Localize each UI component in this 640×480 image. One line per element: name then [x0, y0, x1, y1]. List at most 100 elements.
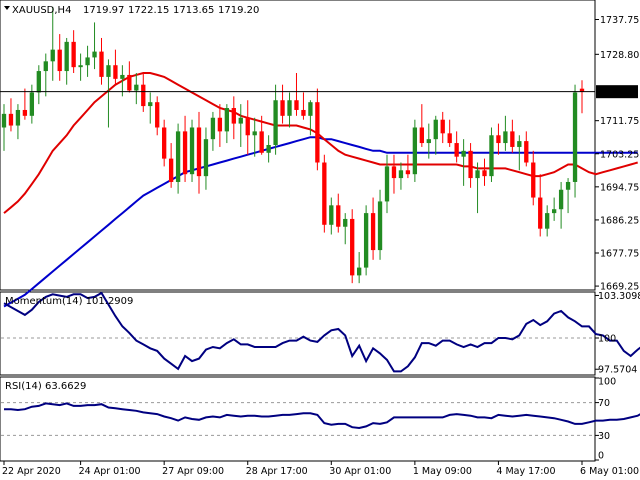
- candle-body: [15, 109, 21, 126]
- main-chart-frame: [0, 0, 596, 291]
- candle-body: [22, 109, 28, 116]
- price-tick-label: 1686.25: [600, 215, 639, 226]
- rsi-tick-label: 100: [598, 377, 616, 388]
- candle-body: [64, 41, 69, 72]
- symbol-timeframe: XAUUSD,H4: [12, 5, 71, 16]
- candle-body: [43, 61, 48, 72]
- candle-body: [489, 135, 494, 177]
- candle-body: [475, 170, 480, 179]
- candle-body: [189, 127, 195, 175]
- candle-body: [545, 213, 550, 229]
- time-tick-label: 22 Apr 2020: [2, 466, 61, 477]
- candle-body: [426, 139, 431, 144]
- candle-body: [531, 162, 536, 198]
- candle-body: [175, 131, 181, 182]
- momentum-tick-label: 97.5704: [598, 365, 637, 376]
- candle-body: [273, 100, 278, 145]
- candle-body: [524, 141, 529, 163]
- candle-body: [224, 108, 230, 132]
- rsi-tick-label: 70: [598, 398, 610, 409]
- candle-body: [440, 119, 445, 134]
- candle-body: [266, 145, 271, 153]
- rsi-frame: [0, 376, 596, 462]
- candle-body: [343, 218, 348, 227]
- candle-body: [92, 51, 97, 58]
- candle-body: [141, 84, 146, 107]
- candle-body: [113, 65, 118, 79]
- candle-body: [29, 92, 35, 116]
- candle-body: [551, 209, 557, 214]
- candle-body: [461, 150, 466, 157]
- candle-body: [85, 57, 90, 66]
- candle-body: [280, 100, 285, 116]
- candle-body: [454, 143, 459, 157]
- price-tick-label: 1677.75: [600, 249, 639, 260]
- time-tick-label: 1 May 09:00: [413, 466, 472, 477]
- ohlc-low: 1713.65: [173, 5, 214, 16]
- time-axis: 22 Apr 2020 24 Apr 01:00 27 Apr 09:00 28 Ap…: [2, 461, 639, 477]
- momentum-axis: 103.3098 100 97.5704: [595, 291, 640, 376]
- candle-body: [336, 205, 341, 227]
- candle-body: [301, 109, 306, 116]
- candle-body: [162, 127, 167, 159]
- price-tick-label: 1669.25: [600, 282, 639, 293]
- candle-body: [356, 267, 362, 276]
- ohlc-close: 1719.20: [218, 5, 259, 16]
- time-tick-label: 4 May 17:00: [496, 466, 555, 477]
- candle-body: [363, 213, 369, 268]
- rsi-line: [4, 402, 640, 430]
- candle-body: [99, 51, 104, 77]
- candle-body: [245, 117, 250, 136]
- candle-body: [412, 127, 418, 175]
- candle-body: [106, 65, 111, 77]
- candle-body: [565, 181, 571, 190]
- candle-body: [1, 113, 7, 128]
- current-price-tag: 1719.20: [596, 85, 638, 99]
- candle-body: [433, 119, 438, 140]
- rsi-tick-label: 30: [598, 431, 610, 442]
- ohlc-open: 1719.97: [83, 5, 124, 16]
- candle-body: [78, 65, 83, 68]
- price-tick-label: 1711.75: [600, 116, 639, 127]
- candle-body: [391, 166, 397, 179]
- price-tick-label: 1694.75: [600, 182, 639, 193]
- candle-body: [370, 213, 376, 251]
- candle-body: [482, 170, 487, 177]
- candle-body: [517, 141, 522, 147]
- dropdown-triangle-icon[interactable]: [4, 6, 10, 10]
- candle-body: [315, 102, 320, 163]
- time-tick-label: 27 Apr 09:00: [162, 466, 224, 477]
- rsi-label: RSI(14) 63.6629: [5, 381, 86, 392]
- time-tick-label: 6 May 01:00: [580, 466, 639, 477]
- candle-body: [398, 170, 404, 179]
- candle-body: [155, 102, 160, 128]
- candle-body: [238, 117, 243, 124]
- candlesticks: [1, 6, 585, 284]
- candle-body: [558, 189, 564, 210]
- ohlc-high: 1722.15: [128, 5, 169, 16]
- candle-body: [120, 74, 125, 79]
- momentum-label: Momentum(14) 101.2909: [5, 296, 133, 307]
- symbol-info: XAUUSD,H4 1719.97 1722.15 1713.65 1719.2…: [4, 5, 259, 16]
- momentum-tick-label: 100: [598, 334, 616, 345]
- price-tick-label: 1728.80: [600, 50, 639, 61]
- candle-body: [71, 41, 76, 68]
- candle-body: [127, 74, 132, 91]
- candle-body: [57, 49, 62, 72]
- candle-body: [203, 139, 209, 177]
- rsi-axis: 100 70 30 0: [595, 377, 616, 462]
- price-tag-text: 1719.20: [598, 87, 637, 98]
- momentum-line: [3, 291, 640, 373]
- candle-body: [329, 205, 334, 225]
- candle-body: [231, 108, 236, 124]
- candle-body: [259, 131, 264, 153]
- candle-body: [384, 166, 390, 202]
- candle-body: [572, 92, 578, 182]
- candle-body: [287, 100, 292, 116]
- candle-body: [579, 88, 585, 92]
- candle-body: [377, 201, 383, 251]
- price-axis: 1737.75 1728.80 1711.75 1703.25 1694.75 1686.…: [595, 15, 639, 293]
- candle-body: [217, 117, 223, 132]
- candle-body: [308, 102, 313, 116]
